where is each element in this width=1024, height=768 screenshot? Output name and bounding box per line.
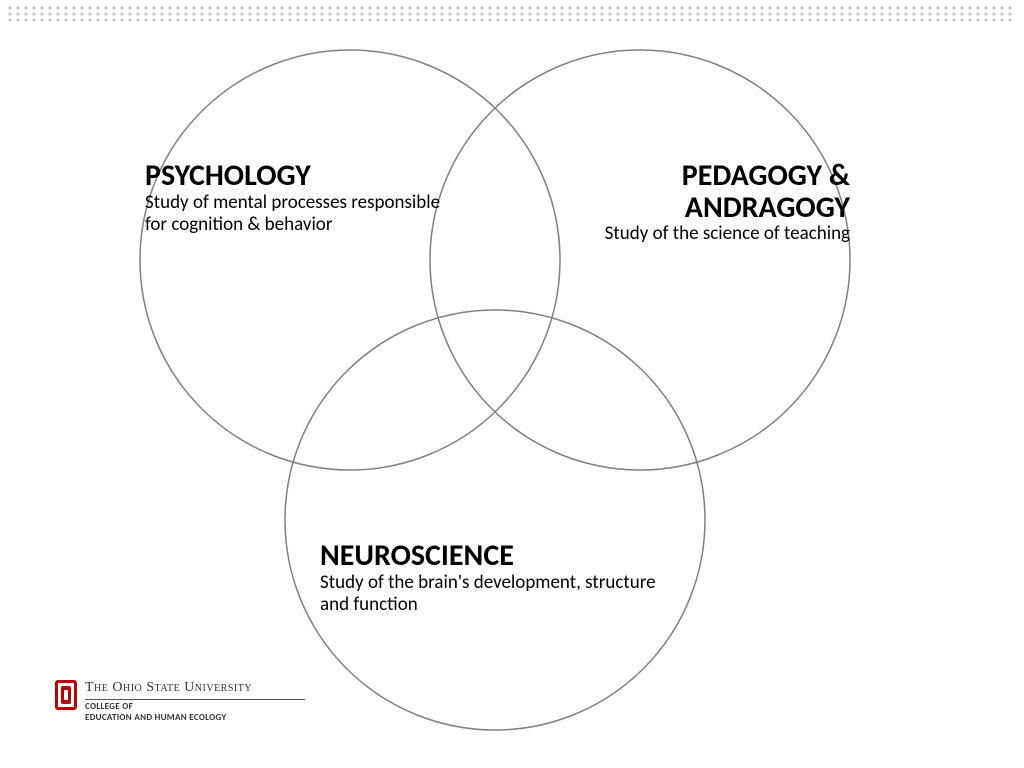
label-pedagogy-desc: Study of the science of teaching: [560, 223, 850, 246]
footer-logo: The Ohio State University COLLEGE OF EDU…: [55, 680, 305, 724]
label-neuroscience: NEUROSCIENCE Study of the brain's develo…: [320, 540, 680, 617]
venn-circle-neuroscience: [285, 310, 705, 730]
ohio-state-o-icon: [55, 680, 77, 710]
venn-diagram: [0, 0, 1024, 768]
footer-logo-text: The Ohio State University COLLEGE OF EDU…: [85, 680, 305, 724]
label-neuroscience-desc: Study of the brain's development, struct…: [320, 572, 680, 618]
label-psychology-title: PSYCHOLOGY: [145, 160, 445, 192]
label-neuroscience-title: NEUROSCIENCE: [320, 540, 680, 572]
label-pedagogy-title: PEDAGOGY & ANDRAGOGY: [560, 160, 850, 223]
university-name: The Ohio State University: [85, 680, 305, 696]
logo-divider: [85, 699, 305, 700]
label-psychology: PSYCHOLOGY Study of mental processes res…: [145, 160, 445, 237]
college-line2: EDUCATION AND HUMAN ECOLOGY: [85, 713, 305, 724]
label-pedagogy: PEDAGOGY & ANDRAGOGY Study of the scienc…: [560, 160, 850, 246]
venn-svg: [0, 0, 1024, 768]
label-psychology-desc: Study of mental processes responsible fo…: [145, 192, 445, 238]
